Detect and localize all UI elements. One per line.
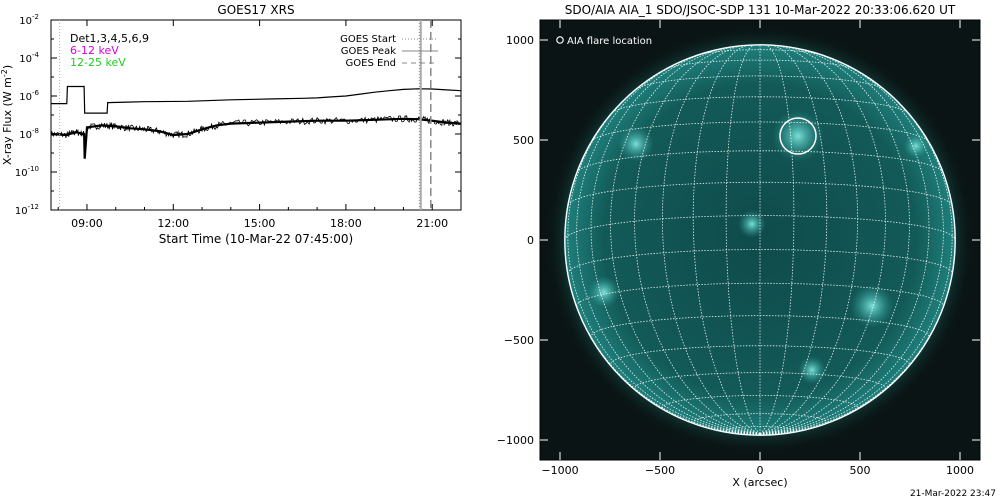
active-region-glow (738, 210, 766, 238)
lc-legend-right-item: GOES End (346, 58, 396, 69)
aia-solar-image: SDO/AIA AIA_1 SDO/JSOC-SDP 131 10-Mar-20… (497, 3, 996, 499)
longitude-line (759, 44, 795, 434)
solar-limb (564, 44, 956, 436)
lc-y-tick-label: 10-6 (19, 89, 39, 103)
lc-series-long (51, 85, 461, 114)
latitude-line (567, 181, 953, 206)
lc-legend-left-item: 12-25 keV (70, 56, 126, 69)
lc-legend-left-item: Det1,3,4,5,6,9 (70, 32, 149, 45)
lc-y-tick-label: 10-8 (19, 127, 39, 141)
active-region-glow (850, 284, 894, 328)
longitude-line (759, 239, 956, 435)
longitude-line (567, 86, 761, 435)
aia-x-tick-label: 0 (757, 464, 764, 477)
lc-x-tick-label: 12:00 (157, 217, 189, 230)
longitude-line (759, 55, 944, 435)
lc-y-tick-label: 10-4 (19, 51, 39, 65)
longitude-line (759, 44, 828, 435)
aia-legend-label: AIA flare location (567, 36, 652, 47)
aia-y-tick-label: −500 (504, 334, 534, 347)
aia-y-tick-label: 500 (513, 134, 534, 147)
aia-y-tick-label: 0 (527, 234, 534, 247)
lc-x-tick-label: 15:00 (244, 217, 276, 230)
longitude-line (725, 44, 761, 434)
latitude-line (692, 413, 828, 425)
longitude-line (692, 44, 761, 435)
aia-legend-circle-icon (556, 36, 564, 44)
lc-legend-right-item: GOES Start (340, 34, 396, 45)
aia-legend: AIA flare location (556, 36, 652, 47)
longitude-line (759, 45, 859, 435)
aia-y-tick-label: −1000 (497, 434, 534, 447)
longitude-line (661, 45, 761, 435)
longitude-line (759, 86, 953, 435)
active-region-glow (618, 126, 654, 162)
longitude-line (610, 46, 761, 435)
goes-light-curve: GOES17 XRS 09:00 12:00 15:00 18:00 21:00 10-… (0, 3, 462, 246)
aia-title: SDO/AIA AIA_1 SDO/JSOC-SDP 131 10-Mar-20… (565, 3, 956, 17)
lc-x-tick-label: 21:00 (416, 217, 448, 230)
latitude-line (612, 96, 908, 113)
lc-title: GOES17 XRS (217, 3, 294, 17)
aia-y-tick-label: 1000 (506, 34, 534, 47)
lc-plot-frame (50, 19, 462, 211)
lc-x-tick-label: 18:00 (330, 217, 362, 230)
lc-legend-right-item: GOES Peak (341, 46, 396, 57)
aia-x-tick-label: −500 (645, 464, 675, 477)
longitude-line (634, 46, 761, 435)
active-region-glow (588, 276, 620, 308)
longitude-line (576, 55, 761, 435)
longitude-line (759, 46, 886, 435)
solar-disk (564, 44, 956, 436)
lc-y-axis-label: X-ray Flux (W m-2) (0, 65, 14, 165)
flare-location-circle (779, 117, 817, 155)
lc-series-short-noise (51, 115, 461, 158)
lc-y-tick-label: 10-10 (15, 165, 39, 179)
latitude-line (661, 395, 859, 411)
latitude-line (567, 249, 953, 274)
longitude-line (590, 49, 761, 435)
aia-x-tick-label: 1000 (946, 464, 974, 477)
longitude-line (564, 239, 761, 435)
lc-y-tick-label: 10-2 (19, 13, 39, 27)
lc-x-axis-label: Start Time (10-Mar-22 07:45:00) (159, 232, 353, 246)
latitude-line (576, 282, 944, 307)
active-region-glow (798, 356, 826, 384)
aia-timestamp: 21-Mar-2022 23:47 (910, 489, 996, 499)
aia-x-tick-label: 500 (850, 464, 871, 477)
longitude-line (759, 46, 910, 435)
aia-x-tick-label: −1000 (541, 464, 578, 477)
longitude-line (759, 49, 930, 435)
lc-y-tick-label: 10-12 (15, 203, 39, 217)
lc-legend-left-item: 6-12 keV (70, 44, 119, 57)
lc-x-tick-label: 09:00 (71, 217, 103, 230)
aia-x-axis-label: X (arcsec) (732, 476, 787, 489)
